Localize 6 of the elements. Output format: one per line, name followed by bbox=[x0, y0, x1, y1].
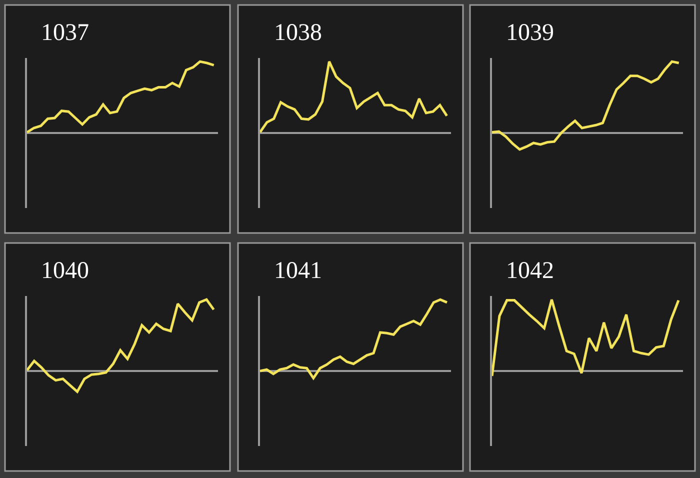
chart-title: 1039 bbox=[506, 20, 554, 46]
chart-title: 1041 bbox=[274, 258, 322, 284]
chart-title: 1042 bbox=[506, 258, 554, 284]
chart-title: 1037 bbox=[41, 20, 89, 46]
chart-title: 1038 bbox=[274, 20, 322, 46]
chart-title: 1040 bbox=[41, 258, 89, 284]
